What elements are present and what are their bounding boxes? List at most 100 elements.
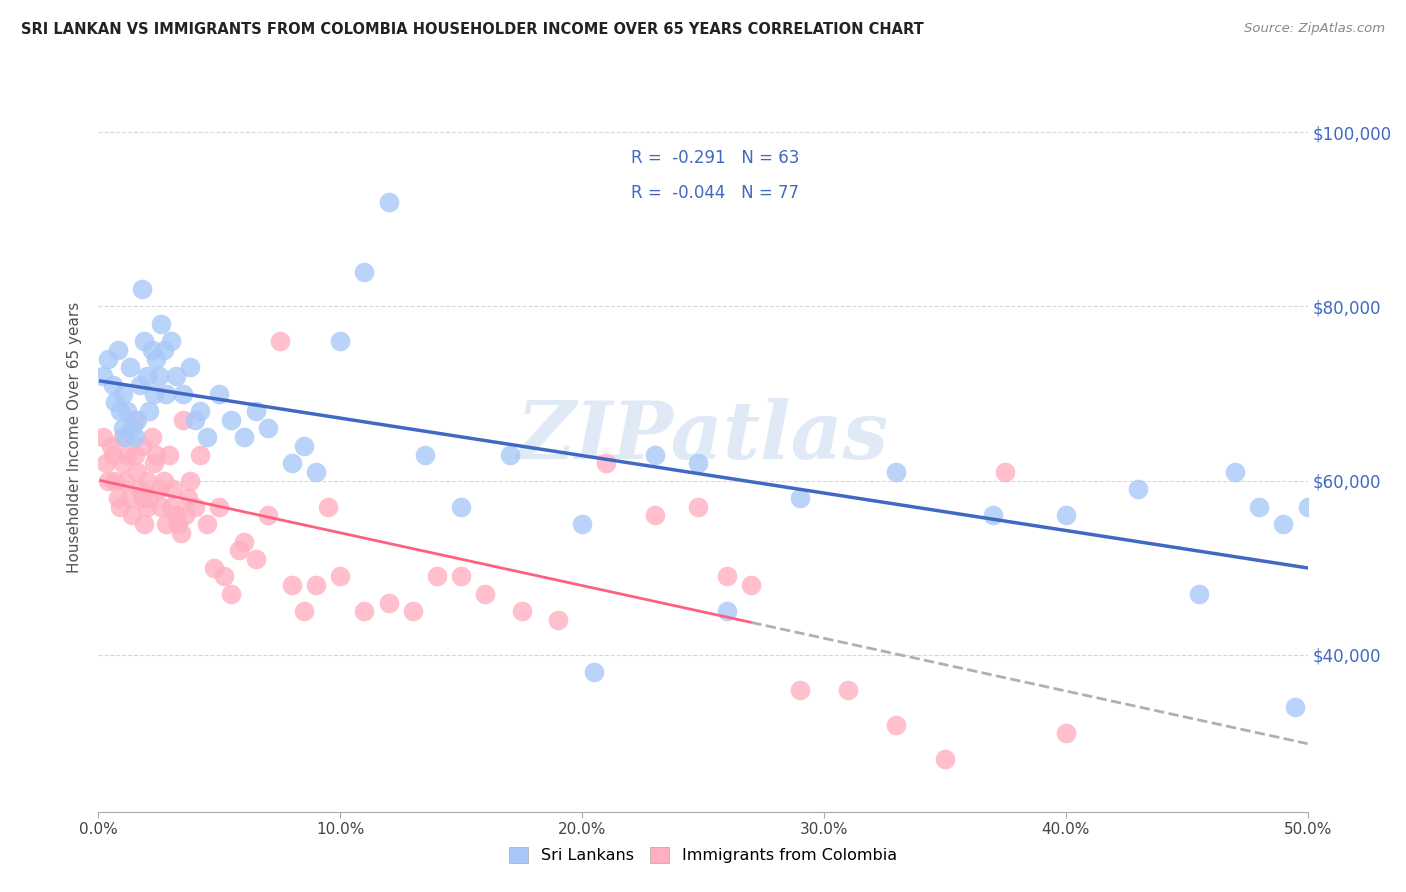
Point [402,604,425,618]
Point [172,386,194,401]
Point [165,508,187,523]
Point [688,500,710,514]
Point [1296,500,1319,514]
Point [281,578,304,592]
Point [124,430,146,444]
Point [228,543,250,558]
Point [145,351,167,366]
Point [155,386,177,401]
Text: R =  -0.044   N = 77: R = -0.044 N = 77 [631,185,800,202]
Point [232,534,254,549]
Point [305,578,328,592]
Point [121,508,143,523]
Point [97,474,120,488]
Point [114,430,136,444]
Point [167,517,190,532]
Point [195,517,218,532]
Point [981,508,1004,523]
Point [316,500,339,514]
Point [91,430,114,444]
Point [155,517,177,532]
Point [111,421,134,435]
Point [886,465,908,479]
Point [117,448,139,462]
Point [118,360,141,375]
Point [135,474,157,488]
Point [101,377,124,392]
Point [160,500,183,514]
Point [165,369,187,384]
Point [91,369,114,384]
Point [886,717,908,731]
Point [377,596,399,610]
Point [131,282,153,296]
Point [131,491,153,505]
Point [426,569,449,583]
Point [157,448,180,462]
Point [510,604,533,618]
Point [152,343,174,357]
Point [121,421,143,435]
Point [188,448,211,462]
Point [377,194,399,209]
Point [353,264,375,278]
Point [571,517,593,532]
Point [292,439,315,453]
Point [329,334,352,349]
Point [269,334,291,349]
Point [644,508,666,523]
Point [450,500,472,514]
Point [135,500,157,514]
Point [107,491,129,505]
Point [152,474,174,488]
Point [124,412,146,426]
Point [204,561,226,575]
Point [413,448,436,462]
Point [789,682,811,697]
Point [97,351,120,366]
Point [450,569,472,583]
Text: Source: ZipAtlas.com: Source: ZipAtlas.com [1244,22,1385,36]
Point [716,604,738,618]
Point [101,448,124,462]
Point [177,491,200,505]
Point [583,665,606,680]
Point [104,395,127,409]
Point [179,360,201,375]
Point [104,474,127,488]
Point [221,412,243,426]
Point [138,404,160,418]
Point [145,448,167,462]
Point [128,377,150,392]
Point [111,430,134,444]
Point [134,517,156,532]
Point [221,587,243,601]
Point [644,448,666,462]
Point [160,334,183,349]
Point [135,369,157,384]
Point [208,386,231,401]
Point [208,500,231,514]
Point [498,448,520,462]
Point [127,465,149,479]
Y-axis label: Householder Income Over 65 years: Householder Income Over 65 years [67,301,83,573]
Point [232,430,254,444]
Point [148,369,170,384]
Point [716,569,738,583]
Point [117,404,139,418]
Point [143,386,166,401]
Legend: Sri Lankans, Immigrants from Colombia: Sri Lankans, Immigrants from Colombia [501,838,905,871]
Point [256,421,278,435]
Point [111,386,134,401]
Point [134,334,156,349]
Point [179,474,201,488]
Point [124,448,146,462]
Point [127,412,149,426]
Point [1054,508,1077,523]
Point [256,508,278,523]
Point [162,483,184,497]
Point [143,456,166,470]
Text: R =  -0.291   N = 63: R = -0.291 N = 63 [631,149,800,167]
Point [100,439,122,453]
Point [934,752,956,766]
